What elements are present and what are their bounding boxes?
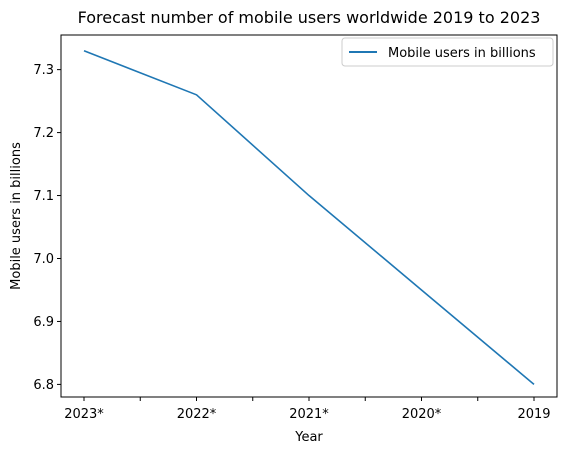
y-tick-label: 6.8 <box>33 378 54 393</box>
y-axis: 6.8 6.9 7.0 7.1 7.2 7.3 <box>33 63 61 393</box>
axes-frame <box>60 34 558 398</box>
y-tick-label: 6.9 <box>33 315 54 330</box>
y-tick-label: 7.0 <box>33 252 54 267</box>
plot-area: 6.86.97.07.17.27.3 2023* 2022* 2021* 2020* 2… <box>33 34 558 422</box>
legend-box <box>341 37 554 67</box>
y-tick-label: 7.3 <box>33 63 54 78</box>
x-tick-label: 2020* <box>402 407 442 422</box>
legend: Mobile users in billions <box>341 37 554 67</box>
y-tick-label: 7.1 <box>33 189 54 204</box>
x-tick-label: 2022* <box>177 407 217 422</box>
x-tick-label: 2019 <box>517 407 550 422</box>
series-line <box>83 49 535 386</box>
y-axis-label: Mobile users in billions <box>9 142 24 290</box>
y-tick-label: 7.2 <box>33 126 54 141</box>
series-layer <box>83 49 535 386</box>
x-axis-label: Year <box>294 430 323 445</box>
legend-series-label: Mobile users in billions <box>388 46 536 61</box>
chart-title: Forecast number of mobile users worldwid… <box>78 8 541 27</box>
x-tick-label: 2023* <box>64 407 104 422</box>
x-tick-label: 2021* <box>289 407 329 422</box>
x-axis: 2023* 2022* 2021* 2020* 2019 <box>64 397 551 422</box>
